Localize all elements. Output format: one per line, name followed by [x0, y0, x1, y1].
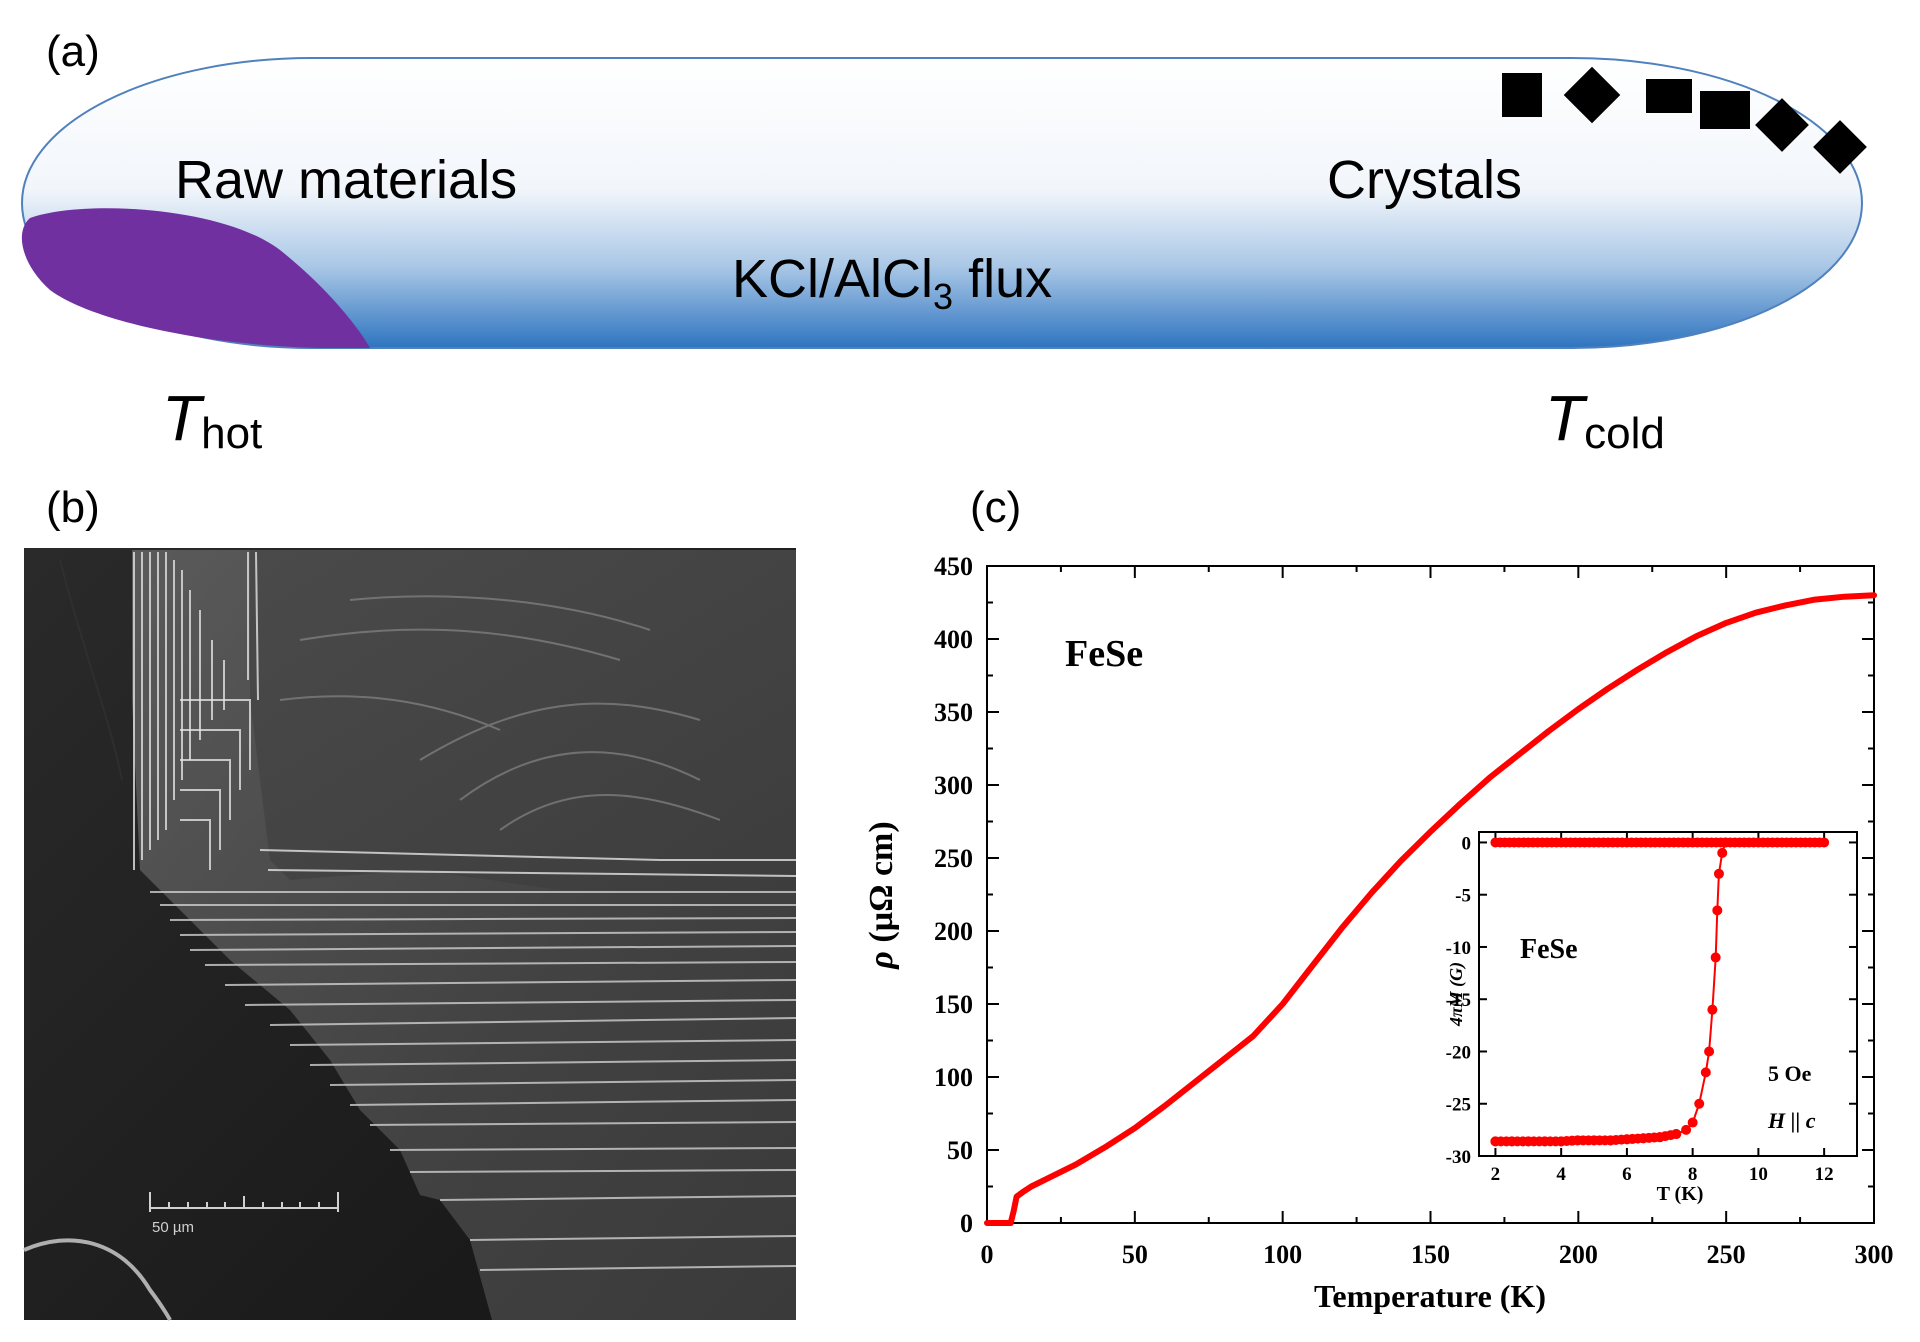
inset-x-tick-label: 6 — [1622, 1164, 1632, 1185]
flux-label-tail: flux — [953, 249, 1052, 309]
y-tick-label: 450 — [934, 552, 973, 581]
panel-b: (b) — [23, 483, 797, 1321]
growth-tube — [21, 57, 1863, 349]
y-tick-label: 200 — [934, 917, 973, 946]
x-tick-label: 150 — [1411, 1240, 1450, 1269]
crystal-square — [1502, 73, 1542, 117]
y-tick-label: 350 — [934, 698, 973, 727]
inset-y-tick-label: -15 — [1446, 990, 1471, 1011]
magnetization-points — [1490, 837, 1830, 1147]
x-tick-label: 250 — [1707, 1240, 1746, 1269]
y-tick-label: 100 — [934, 1063, 973, 1092]
data-point — [1704, 1046, 1715, 1057]
inset-chart-title: FeSe — [1520, 934, 1578, 965]
y-tick-label: 50 — [947, 1136, 973, 1165]
data-point — [1819, 837, 1830, 848]
data-point — [1710, 952, 1721, 963]
inset-x-axis-label: T (K) — [1657, 1183, 1704, 1205]
sem-micrograph: 50 µm — [23, 548, 797, 1321]
panel-a: (a) Raw materials Crystals KCl/AlCl3 flu… — [21, 27, 1867, 458]
inset-y-tick-label: -25 — [1446, 1095, 1471, 1116]
t-hot-label: Thot — [162, 382, 262, 458]
inset-y-tick-label: -20 — [1446, 1042, 1471, 1063]
y-tick-label: 250 — [934, 844, 973, 873]
raw-materials-label: Raw materials — [175, 150, 517, 210]
data-point — [1713, 868, 1724, 879]
inset-x-tick-label: 12 — [1815, 1164, 1834, 1185]
crystal-diamond — [1563, 66, 1621, 124]
flux-label-subscript: 3 — [933, 276, 953, 317]
inset-x-tick-label: 4 — [1556, 1164, 1566, 1185]
t-hot-symbol: T — [162, 382, 205, 454]
t-cold-label: Tcold — [1545, 382, 1665, 458]
data-point — [1687, 1117, 1698, 1128]
main-x-axis-label: Temperature (K) — [1314, 1278, 1546, 1314]
inset-x-tick-label: 8 — [1688, 1164, 1698, 1185]
inset-plot-frame — [1478, 831, 1858, 1157]
t-cold-symbol: T — [1545, 382, 1588, 454]
flux-label: KCl/AlCl3 flux — [732, 249, 1052, 317]
y-tick-label: 400 — [934, 625, 973, 654]
data-point — [1712, 905, 1723, 916]
crystal-square — [1646, 79, 1692, 113]
main-y-axis-label: ρ (µΩ cm) — [863, 821, 900, 969]
inset-x-tick-label: 2 — [1491, 1164, 1501, 1185]
data-point — [1717, 847, 1728, 858]
panel-c: (c) 0 50 100 150 200 250 300050100150200250300… — [863, 483, 1894, 1314]
crystal-square — [1700, 91, 1750, 129]
raw-materials-blob — [21, 208, 371, 348]
inset-annotation-direction: H || c — [1767, 1108, 1816, 1133]
flux-label-main: KCl/AlCl — [732, 249, 933, 309]
x-tick-label: 200 — [1559, 1240, 1598, 1269]
data-point — [1681, 1124, 1692, 1135]
scale-bar-label: 50 µm — [152, 1219, 194, 1236]
main-y-axis-units: (µΩ cm) — [863, 821, 900, 951]
resistivity-curve — [984, 592, 1877, 1226]
panel-b-label: (b) — [46, 483, 100, 532]
data-point — [1694, 1098, 1705, 1109]
x-tick-label: 0 — [981, 1240, 994, 1269]
panel-a-label: (a) — [46, 27, 100, 76]
crystals-label: Crystals — [1327, 150, 1522, 210]
scale-bar — [149, 1192, 339, 1212]
main-y-axis-symbol: ρ — [863, 951, 900, 970]
inset-y-tick-label: -30 — [1446, 1147, 1471, 1168]
inset-x-tick-label: 10 — [1749, 1164, 1768, 1185]
data-point — [1671, 1129, 1682, 1140]
main-chart: 0 50 100 150 200 250 3000501001502002503003504… — [863, 552, 1894, 1314]
inset-y-axis-label: 4πM (G) — [1446, 962, 1467, 1027]
x-tick-label: 100 — [1263, 1240, 1302, 1269]
panel-c-label: (c) — [970, 483, 1021, 532]
x-tick-label: 300 — [1855, 1240, 1894, 1269]
data-point — [1707, 1004, 1718, 1015]
main-tick-labels: 0 50 100 150 200 250 3000501001502002503003504… — [934, 552, 1894, 1269]
t-hot-subscript: hot — [201, 409, 262, 458]
data-point — [1720, 837, 1731, 848]
inset-chart: 2 4 6 8 10 12 0 -5 -10 -15 -20 -25 -30 FeSe 5 Oe H |… — [1446, 831, 1858, 1205]
inset-y-tick-label: 0 — [1462, 833, 1472, 854]
main-chart-title: FeSe — [1065, 633, 1143, 675]
inset-y-tick-label: -5 — [1455, 886, 1471, 907]
inset-annotation-field: 5 Oe — [1768, 1061, 1812, 1086]
t-cold-subscript: cold — [1584, 409, 1665, 458]
y-tick-label: 0 — [960, 1209, 973, 1238]
data-point — [1700, 1067, 1711, 1078]
inset-y-tick-label: -10 — [1446, 938, 1471, 959]
x-tick-label: 50 — [1122, 1240, 1148, 1269]
y-tick-label: 150 — [934, 990, 973, 1019]
y-tick-label: 300 — [934, 771, 973, 800]
inset-tick-labels: 2 4 6 8 10 12 0 -5 -10 -15 -20 -25 -30 — [1446, 833, 1834, 1185]
